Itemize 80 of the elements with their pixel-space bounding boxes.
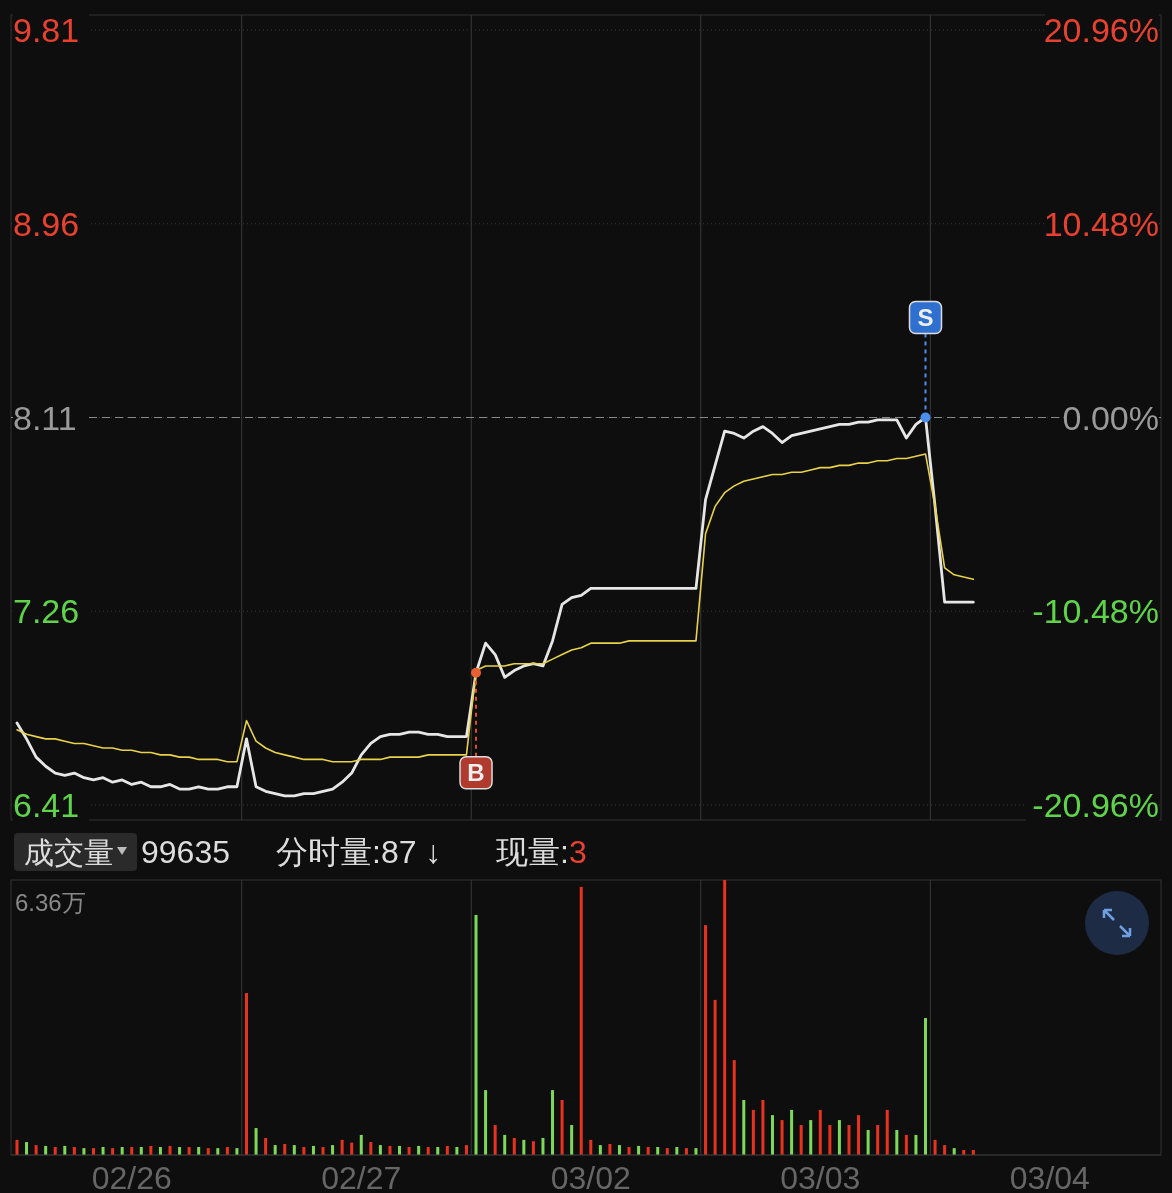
bar [25, 1142, 29, 1155]
x-tick-label: 03/04 [1009, 1160, 1090, 1193]
bar [847, 1125, 851, 1155]
text: 成交量 [24, 835, 114, 869]
bar [264, 1137, 268, 1155]
bar [723, 880, 727, 1155]
line-series [16, 453, 975, 763]
bar [359, 1134, 363, 1156]
bar [598, 1145, 602, 1155]
text: 99635 [141, 834, 230, 870]
y-tick-label: 9.81 [13, 11, 80, 49]
bar [799, 1125, 803, 1155]
bar [579, 886, 583, 1155]
bar [503, 1134, 507, 1156]
bar [732, 1060, 736, 1155]
y-tick-label: 8.96 [13, 204, 80, 243]
bar [751, 1109, 755, 1155]
bar [464, 1145, 468, 1155]
bar [541, 1137, 545, 1155]
bar [770, 1115, 774, 1155]
bar [522, 1139, 526, 1156]
bar [331, 1145, 335, 1155]
bar [857, 1115, 861, 1155]
x-tick-label: 03/02 [550, 1160, 631, 1193]
bar [761, 1100, 765, 1155]
bar [914, 1134, 918, 1156]
bar [474, 914, 478, 1155]
bar [512, 1137, 516, 1155]
bar [885, 1109, 889, 1155]
bar [273, 1145, 277, 1155]
bar [617, 1145, 621, 1155]
bar [713, 999, 717, 1155]
bar [943, 1145, 947, 1155]
annotation: B [467, 759, 485, 787]
bar [704, 925, 708, 1155]
bar [531, 1141, 535, 1155]
bar [780, 1120, 784, 1155]
annotation: S [917, 304, 934, 331]
y2-tick-label: 20.96% [1043, 11, 1159, 49]
y-tick-label: 6.41 [13, 786, 80, 824]
bar [560, 1100, 564, 1155]
bar [742, 1100, 746, 1155]
bar [493, 1125, 497, 1155]
y-tick-label: 8.11 [13, 398, 77, 437]
bar [828, 1125, 832, 1155]
bar [15, 1139, 19, 1156]
y2-tick-label: -20.96% [1032, 786, 1159, 824]
text: 分时量:87 ↓ [276, 834, 442, 870]
annotation: 6.36万 [15, 888, 86, 916]
y-tick-label: 7.26 [13, 592, 80, 631]
bar [34, 1145, 38, 1155]
bar [570, 1125, 574, 1155]
bar [292, 1145, 296, 1155]
bar [378, 1145, 382, 1155]
bar [608, 1144, 612, 1155]
bar [589, 1139, 593, 1156]
bar [818, 1109, 822, 1155]
bar [369, 1142, 373, 1155]
text: 现量:3 [496, 834, 587, 870]
bar [245, 993, 248, 1155]
bar [904, 1134, 908, 1156]
x-tick-label: 02/27 [321, 1160, 402, 1193]
bar [876, 1125, 880, 1155]
y2-tick-label: 10.48% [1043, 204, 1159, 243]
bar [837, 1120, 841, 1155]
bar [895, 1129, 899, 1155]
bar [866, 1129, 870, 1155]
bar [551, 1090, 555, 1155]
bar [790, 1109, 794, 1155]
bar [933, 1139, 937, 1156]
bar [283, 1144, 287, 1155]
bar [809, 1120, 813, 1155]
bar [924, 1018, 927, 1155]
bar [340, 1139, 344, 1156]
bar [254, 1128, 258, 1155]
bar [484, 1090, 488, 1155]
x-tick-label: 03/03 [780, 1160, 861, 1193]
y2-tick-label: -10.48% [1032, 592, 1159, 631]
x-tick-label: 02/26 [91, 1160, 172, 1193]
y2-tick-label: 0.00% [1062, 398, 1159, 437]
